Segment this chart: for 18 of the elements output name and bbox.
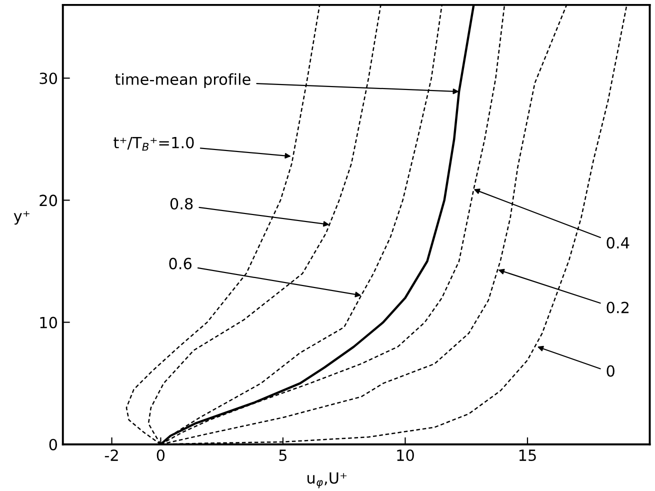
y-tick-label: 0 bbox=[49, 438, 58, 450]
x-tick-label: 15 bbox=[519, 450, 536, 462]
y-axis-title: y⁺ bbox=[14, 211, 30, 225]
annotation: t⁺/T$_{B}$⁺=1.0 bbox=[114, 136, 194, 151]
x-tick-label: -2 bbox=[104, 449, 118, 461]
y-tick-label: 30 bbox=[40, 72, 58, 84]
annotation: 0.8 bbox=[170, 198, 193, 210]
annotation: 0 bbox=[606, 365, 614, 377]
x-tick-label: 10 bbox=[397, 449, 414, 462]
x-tick-label: 0 bbox=[156, 449, 165, 462]
y-tick-label: 20 bbox=[40, 194, 58, 206]
x-axis-title: u$_{φ}$,U⁺ bbox=[307, 472, 347, 488]
annotation: 0.2 bbox=[606, 302, 629, 314]
annotation: 0.6 bbox=[169, 258, 192, 270]
x-tick-label: 5 bbox=[279, 450, 286, 462]
y-tick-label: 10 bbox=[40, 316, 58, 328]
annotation: time-mean profile bbox=[115, 73, 250, 88]
annotation: 0.4 bbox=[606, 237, 630, 249]
